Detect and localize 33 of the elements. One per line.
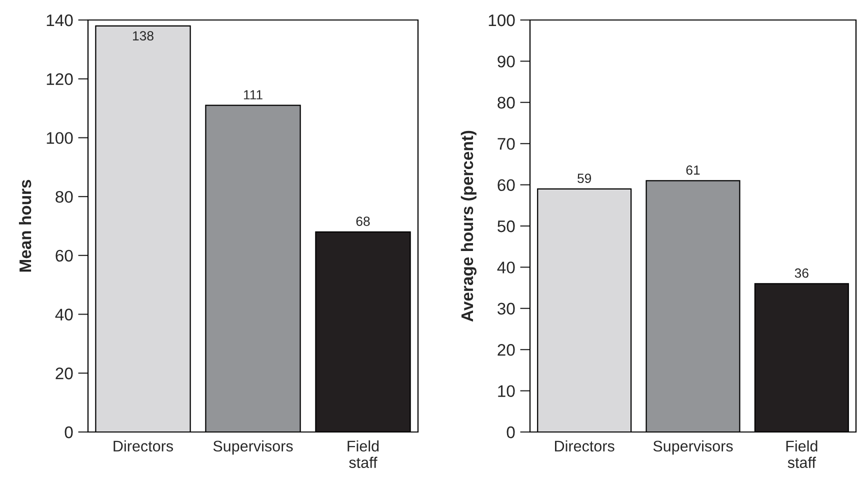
x-tick-label: Directors bbox=[114, 440, 174, 452]
x-tick-label: Field staff bbox=[348, 440, 379, 468]
data-label: 36 bbox=[794, 268, 808, 278]
y-tick-label: 0 bbox=[64, 426, 73, 438]
y-tick-label: 120 bbox=[46, 73, 73, 86]
y-tick-label: 100 bbox=[46, 132, 73, 144]
x-tick-label: Directors bbox=[555, 440, 614, 452]
x-tick-label: Supervisors bbox=[653, 440, 733, 455]
data-label: 111 bbox=[244, 90, 262, 100]
y-tick-label: 30 bbox=[498, 302, 515, 315]
y-tick-label: 80 bbox=[498, 96, 515, 109]
y-tick-label: 80 bbox=[56, 190, 73, 203]
y-tick-label: 0 bbox=[506, 426, 515, 438]
y-axis-title: Mean hours bbox=[18, 180, 32, 272]
y-tick-label: 20 bbox=[498, 344, 515, 356]
y-tick-label: 40 bbox=[497, 262, 515, 274]
data-label: 61 bbox=[686, 165, 700, 175]
y-tick-label: 140 bbox=[46, 14, 73, 26]
y-tick-label: 60 bbox=[498, 179, 515, 192]
data-label: 59 bbox=[578, 174, 592, 184]
y-tick-label: 50 bbox=[498, 220, 515, 232]
x-tick-label: Supervisors bbox=[213, 440, 293, 455]
x-tick-label: Field staff bbox=[786, 440, 818, 468]
y-tick-label: 60 bbox=[56, 250, 73, 262]
y-tick-label: 40 bbox=[55, 308, 73, 320]
y-tick-label: 70 bbox=[498, 138, 515, 150]
y-tick-label: 100 bbox=[488, 14, 515, 26]
data-label: 68 bbox=[356, 216, 370, 226]
y-tick-label: 20 bbox=[56, 368, 73, 380]
y-tick-label: 10 bbox=[498, 385, 515, 398]
y-axis-title: Average hours (percent) bbox=[460, 130, 476, 322]
y-tick-label: 90 bbox=[498, 56, 515, 68]
data-label: 138 bbox=[133, 31, 154, 41]
